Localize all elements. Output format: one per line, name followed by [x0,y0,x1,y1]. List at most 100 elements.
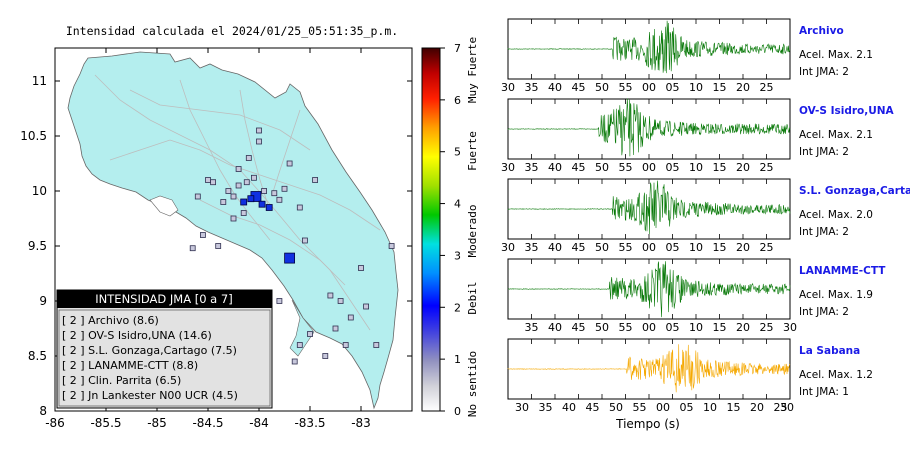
station-marker [225,188,232,194]
time-tick-label: 45 [572,161,586,174]
figure-title: Intensidad calculada el 2024/01/25_05:51… [66,24,398,38]
waveform-panels: 30 35 40 45 50 55 00 05 10 15 20 25 Archivo Acel. Max… [501,18,910,414]
station-markers [189,127,395,365]
station-jma: Int JMA: 2 [799,226,849,238]
time-tick-label: 45 [586,401,600,414]
station-name: Archivo [799,25,844,37]
waveform-trace [507,98,791,157]
time-tick-label: 30 [501,161,515,174]
colorbar-tick-label: 4 [454,198,461,211]
time-tick-label: 15 [713,161,727,174]
x-tick-label: -83.5 [294,416,325,430]
time-tick-label: 25 [760,81,774,94]
time-tick-label: 20 [750,401,764,414]
colorbar-tick-label: 3 [454,249,461,262]
time-tick-label: 00 [642,81,656,94]
station-acel: Acel. Max. 2.1 [799,49,873,61]
time-tick-label: 45 [572,321,586,334]
time-tick-label: 40 [548,161,562,174]
station-jma: Int JMA: 1 [799,386,849,398]
station-marker [296,204,303,211]
station-marker [230,215,237,222]
station-acel: Acel. Max. 1.2 [799,369,873,381]
colorbar-tick-label: 6 [454,94,461,107]
x-tick-label: -85 [147,416,167,430]
time-tick-label: 20 [736,241,750,254]
colorbar-tick-label: 7 [454,42,461,55]
legend-item: [ 2 ] S.L. Gonzaga,Cartago (7.5) [62,344,237,357]
time-tick-label: 20 [736,321,750,334]
colorbar-tick-label: 0 [454,405,461,418]
station-jma: Int JMA: 2 [799,306,849,318]
time-tick-label: 50 [595,241,609,254]
station-marker [230,193,237,200]
time-tick-label: 05 [680,401,694,414]
station-marker [256,138,262,145]
station-marker [220,199,227,205]
station-marker [337,298,344,304]
x-tick-label: -83 [351,416,371,430]
time-tick-label: 40 [548,321,562,334]
station-marker [307,331,313,337]
time-tick-label: 10 [689,241,703,254]
time-tick-label: 25 [774,401,788,414]
station-marker-blue [284,252,296,264]
legend-header-bar [57,290,272,308]
colorbar-gradient [421,47,441,412]
station-marker [281,185,288,192]
y-tick-label: 10 [32,184,47,198]
map-border [54,47,413,412]
time-tick-label: 50 [609,401,623,414]
costa-rica-landmass [67,51,399,410]
station-jma: Int JMA: 2 [799,146,849,158]
time-tick-label: 50 [595,161,609,174]
station-marker [322,353,329,359]
station-marker [210,179,217,186]
station-marker-blue [247,195,255,203]
station-marker [250,174,257,181]
station-marker-blue [258,200,266,208]
station-name: S.L. Gonzaga,Cartago [799,185,910,197]
y-tick-label: 9 [39,294,47,308]
waveform-panel: 30 35 40 45 50 55 00 05 10 15 20 25 Archivo Acel. Max… [501,18,873,94]
time-tick-label: 45 [572,81,586,94]
station-marker [261,188,268,194]
time-tick-label: 55 [619,241,633,254]
time-tick-label: 35 [525,161,539,174]
station-marker [373,342,380,348]
waveform-panel: 35 40 45 50 55 00 05 10 15 20 25 30 LANAMME-CTT Acel.… [507,258,886,334]
legend-item: [ 2 ] Clin. Parrita (6.5) [62,374,181,387]
waveform-trace [507,344,791,393]
time-tick-label: 05 [666,81,680,94]
time-tick-label: 30 [515,401,529,414]
time-tick-label: 30 [783,321,797,334]
legend-item: [ 2 ] Jn Lankester N00 UCR (4.5) [62,389,238,402]
y-tick-label: 11 [32,74,47,88]
colorbar-label-no-sentido: No sentido [466,351,479,417]
station-name: LANAMME-CTT [799,265,886,277]
waveform-trace [507,261,791,318]
time-tick-label: 00 [642,321,656,334]
time-tick-label: 10 [689,161,703,174]
station-marker [342,342,349,348]
x-tick-label: -85.5 [90,416,121,430]
legend-item: [ 2 ] OV-S Isidro,UNA (14.6) [62,329,212,342]
station-marker [291,358,298,365]
time-tick-label: 50 [595,81,609,94]
time-tick-label: 50 [595,321,609,334]
station-name: OV-S Isidro,UNA [799,105,895,117]
time-tick-label: 55 [619,81,633,94]
legend-item: [ 2 ] Archivo (8.6) [62,314,159,327]
station-marker [235,166,242,172]
time-tick-label: 05 [666,161,680,174]
time-tick-label: 05 [666,321,680,334]
colorbar-tick-label: 5 [454,146,461,159]
station-jma: Int JMA: 2 [799,66,849,78]
time-tick-label: 15 [713,81,727,94]
station-marker [256,127,262,134]
time-tick-label: 40 [548,241,562,254]
time-tick-label: 45 [572,241,586,254]
station-marker [388,243,395,249]
